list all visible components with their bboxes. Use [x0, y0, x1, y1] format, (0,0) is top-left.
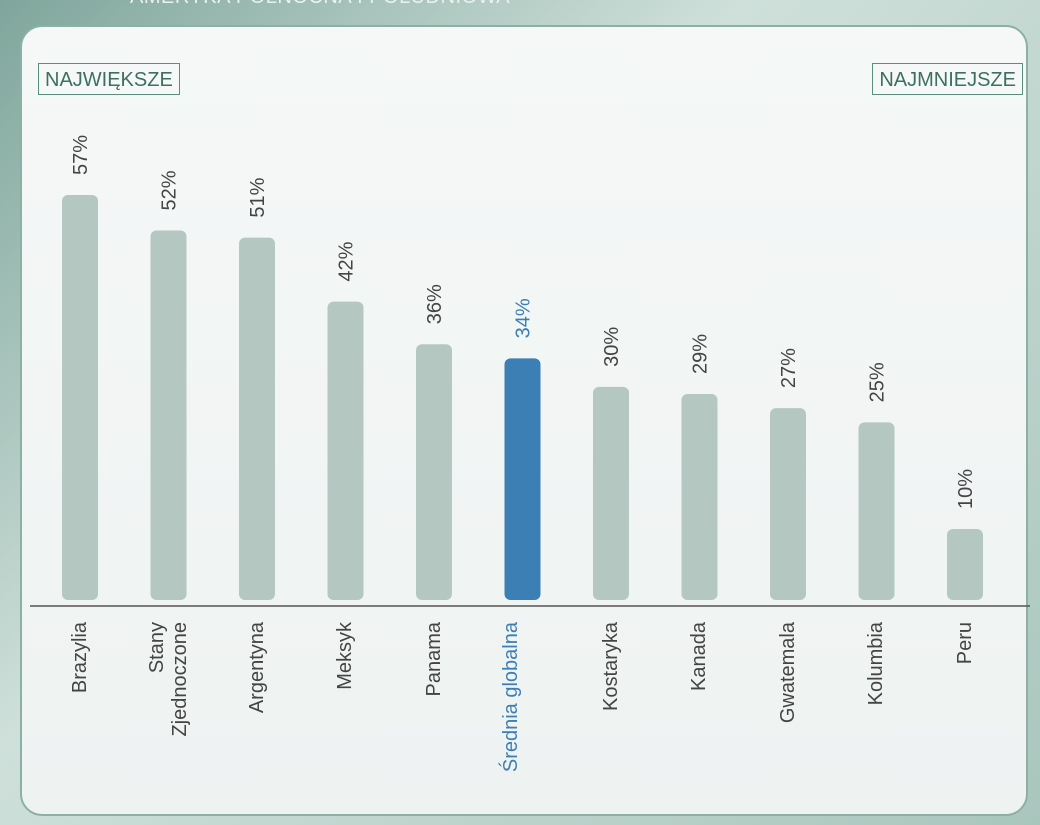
bar — [62, 195, 98, 600]
category-label: Argentyna — [245, 622, 268, 714]
bar — [239, 237, 275, 600]
bar — [150, 230, 187, 601]
value-label: 25% — [867, 362, 889, 402]
value-label: 27% — [778, 348, 800, 388]
category-label: Peru — [953, 622, 976, 665]
bar — [947, 528, 983, 600]
bar — [504, 358, 541, 600]
value-label: 10% — [955, 469, 977, 509]
value-label: 36% — [424, 284, 446, 324]
value-label: 52% — [159, 170, 181, 210]
chart-title: AMERYKA PÓŁNOCNA I POŁUDNIOWA — [130, 0, 510, 9]
category-label: Kostaryka — [599, 622, 622, 711]
value-label: 34% — [513, 298, 535, 338]
category-label: Panama — [422, 622, 445, 697]
right-label: NAJMNIEJSZE — [872, 63, 1023, 95]
value-label: 51% — [247, 177, 269, 217]
value-label: 30% — [601, 327, 623, 367]
bar — [593, 386, 629, 600]
category-label: Brazylia — [68, 622, 91, 694]
bar — [770, 408, 806, 600]
bar — [327, 301, 364, 600]
category-label: Meksyk — [334, 622, 356, 690]
category-label: Stany Zjednoczone — [145, 622, 191, 737]
category-label: Średnia globalna — [499, 622, 522, 773]
category-label: Gwatemala — [776, 622, 799, 724]
left-label: NAJWIĘKSZE — [38, 63, 180, 95]
value-label: 29% — [690, 334, 712, 374]
value-label: 57% — [70, 135, 92, 175]
category-label: Kolumbia — [865, 622, 887, 706]
bar — [858, 422, 895, 600]
value-label: 42% — [336, 241, 358, 281]
bar — [681, 393, 718, 600]
category-label: Kanada — [688, 622, 710, 691]
bar — [416, 344, 452, 600]
